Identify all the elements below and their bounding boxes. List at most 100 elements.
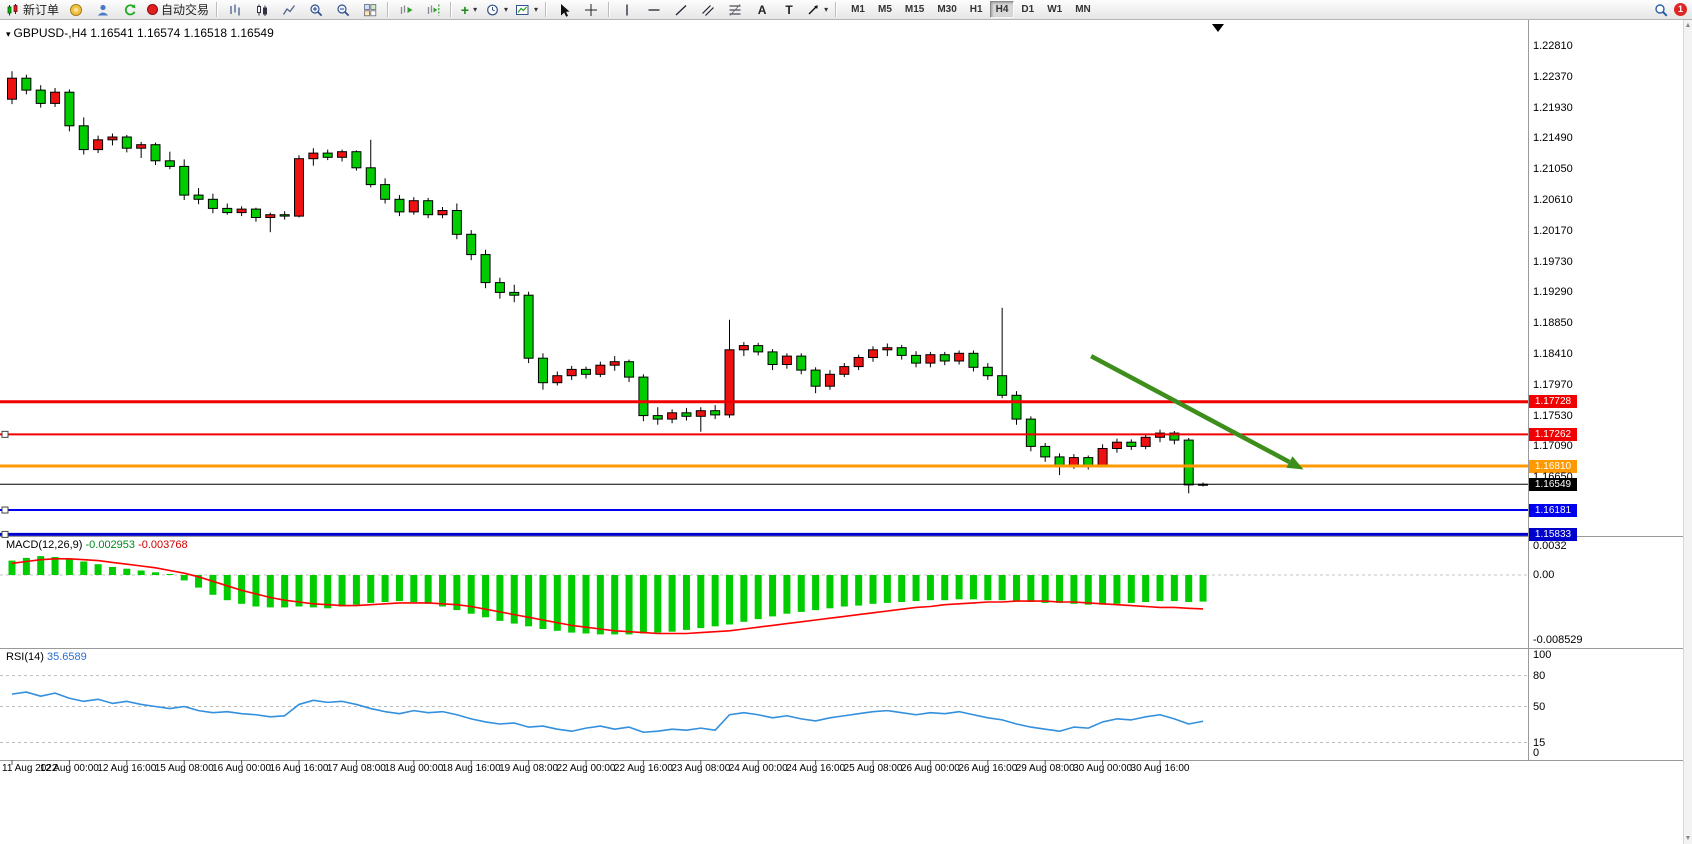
auto-scroll-button[interactable] [393,1,419,19]
macd-histogram-bar [338,575,346,607]
rsi-value: 35.6589 [46,651,87,663]
timeframe-button-h1[interactable]: H1 [969,4,983,15]
candle-body [380,184,391,200]
zoom-in-icon [310,3,323,16]
macd-histogram-bar [1041,575,1049,603]
notification-badge[interactable]: 1 [1674,3,1687,16]
chart-shift-button[interactable] [420,1,446,19]
timeframe-button-m30[interactable]: M30 [937,4,957,15]
crosshair-icon [585,3,598,16]
candle-body [810,369,821,387]
zoom-in-button[interactable] [303,1,329,19]
macd-histogram-bar [539,575,547,629]
bar-chart-button[interactable] [222,1,248,19]
text-tool-button[interactable]: A [749,1,775,19]
vertical-line-tool-button[interactable] [614,1,640,19]
candle-body [207,198,218,209]
macd-histogram-bar [1127,575,1135,603]
chart-canvas[interactable] [0,20,1692,844]
toolbar-separator [545,2,548,17]
add-indicator-icon: + [460,1,470,18]
market-watch-button[interactable] [63,1,89,19]
macd-histogram-bar [123,568,131,575]
period-selector-button[interactable]: ▾ [483,1,511,19]
macd-value-signal: -0.003768 [138,539,188,551]
scroll-up-icon[interactable]: ▲ [1684,22,1692,29]
candle-body [925,354,936,364]
candle-body [7,77,17,100]
search-icon[interactable] [1654,3,1668,17]
refresh-button[interactable] [117,1,143,19]
timeframe-button-w1[interactable]: W1 [1047,4,1063,15]
line-handle[interactable] [1,530,9,538]
line-chart-button[interactable] [276,1,302,19]
candle-body [695,410,706,417]
timeframe-button-m15[interactable]: M15 [904,4,925,15]
candle-body [1040,445,1051,458]
add-indicator-button[interactable]: + ▾ [456,1,482,19]
timeframe-button-mn[interactable]: MN [1075,4,1091,15]
macd-value-main: -0.002953 [85,539,136,551]
crosshair-tool-button[interactable] [578,1,604,19]
macd-histogram-bar [352,575,360,605]
macd-histogram-bar [726,575,733,625]
macd-histogram-bar [65,558,73,575]
timeframe-button-h4[interactable]: H4 [989,1,1015,18]
market-watch-icon [70,3,83,16]
candle-body [839,366,850,375]
candle-body [997,375,1008,396]
text-label-tool-button[interactable]: T [776,1,802,19]
candle-body [64,91,75,127]
profile-icon [97,4,109,15]
autotrading-button[interactable]: 自动交易 [144,1,212,19]
profile-button[interactable] [90,1,116,19]
macd-histogram-bar [8,560,16,575]
macd-histogram-bar [424,575,432,604]
macd-histogram-bar [381,575,389,602]
fibonacci-tool-button[interactable] [722,1,748,19]
vertical-scrollbar[interactable]: ▲ ▼ [1683,20,1692,844]
candle-body [365,167,376,186]
candle-body [136,144,147,149]
timeframe-button-m1[interactable]: M1 [851,4,865,15]
candlestick-chart-button[interactable] [249,1,275,19]
macd-histogram-bar [826,575,834,609]
new-order-button[interactable]: 新订单 [3,1,62,19]
chart-symbol-timeframe: GBPUSD-,H4 [13,26,87,40]
macd-histogram-bar [855,575,863,606]
macd-histogram-bar [812,575,820,611]
chart-shift-marker[interactable] [1212,24,1224,32]
dropdown-caret-icon: ▾ [504,5,509,14]
candle-body [552,375,563,384]
rsi-label: RSI(14) [6,651,44,663]
macd-histogram-bar [1099,575,1107,605]
timeframe-button-d1[interactable]: D1 [1021,4,1035,15]
horizontal-line-tool-button[interactable] [641,1,667,19]
scroll-down-icon[interactable]: ▼ [1684,835,1692,842]
zoom-out-button[interactable] [330,1,356,19]
trend-arrow-line[interactable] [1090,354,1291,464]
chart-template-button[interactable]: ▾ [512,1,541,19]
timeframe-button-m5[interactable]: M5 [877,4,892,15]
candle-body [982,366,993,377]
candle-body [466,233,477,256]
trend-arrow-head[interactable] [1286,456,1304,470]
text-a-icon: A [757,2,767,17]
candle-body [1126,441,1137,447]
chart-menu-triangle-icon[interactable]: ▾ [6,29,11,39]
auto-scroll-icon [400,5,413,14]
arrow-tools-button[interactable]: ▾ [803,1,831,19]
candle-body [50,91,61,104]
trendline-tool-button[interactable] [668,1,694,19]
cursor-tool-button[interactable] [551,1,577,19]
channel-tool-button[interactable] [695,1,721,19]
candle-body [509,291,520,296]
line-handle[interactable] [1,430,9,438]
macd-histogram-bar [482,575,490,618]
candle-body [581,368,591,375]
line-handle[interactable] [1,506,9,514]
candle-body [681,412,692,417]
chart-header: ▾ GBPUSD-,H4 1.16541 1.16574 1.16518 1.16… [6,26,274,40]
tile-windows-button[interactable] [357,1,383,19]
